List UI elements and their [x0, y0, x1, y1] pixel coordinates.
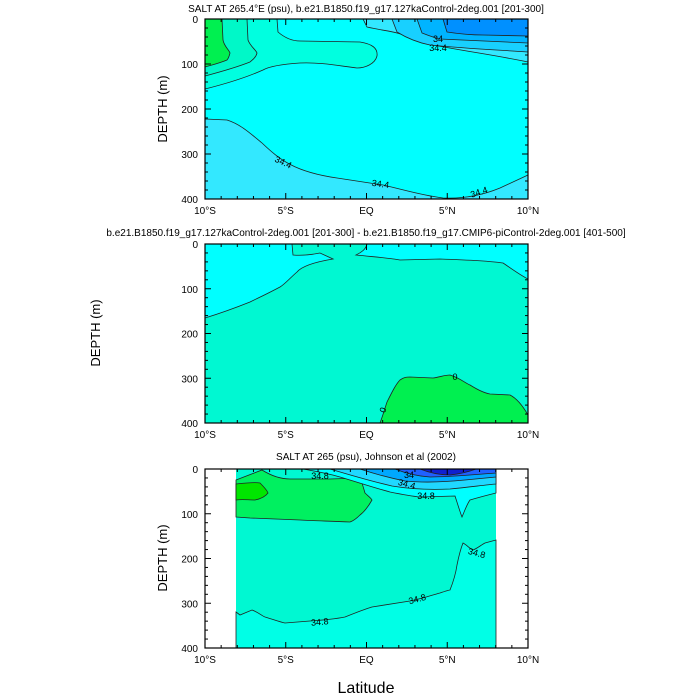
- contour-label: 34.8: [311, 616, 329, 627]
- x-tick-label: 10°N: [517, 430, 539, 441]
- fill-blue-d: [442, 18, 529, 37]
- x-tick-label: 5°N: [439, 430, 456, 441]
- y-tick-label: 300: [181, 599, 198, 610]
- contour-label: 34: [404, 470, 414, 480]
- fill-green: [235, 469, 373, 523]
- contour-label: 34.8: [311, 471, 329, 481]
- contour-label: 34.4: [371, 178, 390, 190]
- x-tick-label: 5°S: [278, 430, 295, 441]
- panel-3-title: SALT AT 265 (psu), Johnson et al (2002): [276, 452, 456, 463]
- y-tick-label: 200: [181, 105, 198, 116]
- contour-label: 34: [433, 34, 443, 44]
- y-tick-label: 100: [181, 60, 198, 71]
- fill-green: [204, 18, 231, 68]
- contour-label: 0: [452, 372, 457, 382]
- y-tick-label: 400: [181, 195, 198, 206]
- fill-darkgreen: [235, 482, 269, 501]
- contour-label: 0: [377, 406, 388, 414]
- x-tick-label: 10°S: [194, 206, 216, 217]
- y-tick-label: 200: [181, 555, 198, 566]
- contour-label: 34.8: [467, 546, 487, 560]
- y-tick-label: 0: [192, 15, 198, 26]
- contour-label: 34.4: [429, 43, 447, 53]
- x-tick-label: 10°S: [194, 430, 216, 441]
- x-tick-label: 5°N: [439, 206, 456, 217]
- panel-3: SALT AT 265 (psu), Johnson et al (2002) …: [155, 452, 529, 649]
- panel-1-title: SALT AT 265.4°E (psu), b.e21.B1850.f19_g…: [188, 4, 544, 15]
- x-tick-label: 5°N: [439, 655, 456, 666]
- x-tick-label: 10°N: [517, 655, 539, 666]
- x-axis-label: Latitude: [338, 680, 395, 697]
- panel-1: SALT AT 265.4°E (psu), b.e21.B1850.f19_g…: [155, 4, 544, 200]
- y-tick-label: 0: [192, 465, 198, 476]
- y-tick-label: 300: [181, 374, 198, 385]
- fill-cyan-right: [354, 243, 529, 280]
- x-tick-label: 10°S: [194, 655, 216, 666]
- y-tick-label: 400: [181, 644, 198, 655]
- x-tick-label: EQ: [359, 430, 374, 441]
- x-tick-label: EQ: [359, 655, 374, 666]
- y-tick-label: 100: [181, 285, 198, 296]
- fill-green: [379, 374, 529, 424]
- y-tick-label: 100: [181, 510, 198, 521]
- x-tick-label: 10°N: [517, 206, 539, 217]
- y-tick-label: 400: [181, 419, 198, 430]
- fill-cyan-lower: [235, 539, 497, 649]
- panel-2-ylabel: DEPTH (m): [88, 299, 103, 366]
- x-tick-label: EQ: [359, 206, 374, 217]
- x-tick-label: 5°S: [278, 206, 295, 217]
- fill-blue-5: [419, 468, 477, 476]
- panel-2-title: b.e21.B1850.f19_g17.127kaControl-2deg.00…: [106, 228, 625, 239]
- panel-3-ylabel: DEPTH (m): [155, 524, 170, 591]
- panel-2: b.e21.B1850.f19_g17.127kaControl-2deg.00…: [88, 228, 626, 424]
- panel-1-ylabel: DEPTH (m): [155, 75, 170, 142]
- contour-label: 34.4: [397, 477, 417, 491]
- fill-lower-lightcyan: [204, 118, 529, 200]
- contour-label: 34.8: [417, 491, 435, 501]
- fill-cyan-left: [204, 243, 335, 319]
- contour-label: 34.8: [407, 592, 427, 606]
- y-tick-label: 200: [181, 330, 198, 341]
- x-tick-label: 5°S: [278, 655, 295, 666]
- y-tick-label: 300: [181, 150, 198, 161]
- y-tick-label: 0: [192, 240, 198, 251]
